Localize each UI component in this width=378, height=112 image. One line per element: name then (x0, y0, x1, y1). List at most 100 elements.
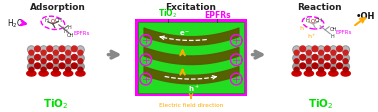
Circle shape (305, 46, 313, 54)
FancyBboxPatch shape (79, 68, 82, 71)
Circle shape (324, 55, 330, 61)
FancyBboxPatch shape (67, 68, 69, 71)
Circle shape (77, 55, 84, 62)
Circle shape (40, 63, 47, 71)
Text: EPFRs: EPFRs (74, 31, 90, 36)
Text: Excitation: Excitation (166, 3, 217, 12)
Circle shape (35, 63, 40, 69)
Circle shape (294, 51, 299, 56)
Ellipse shape (27, 71, 36, 76)
Circle shape (71, 63, 77, 69)
Circle shape (319, 59, 324, 64)
Ellipse shape (329, 71, 338, 76)
Circle shape (66, 68, 71, 72)
Text: O: O (51, 19, 55, 24)
Circle shape (312, 55, 318, 61)
Circle shape (343, 68, 348, 72)
Text: •OH: •OH (355, 12, 375, 21)
Circle shape (78, 51, 83, 56)
Ellipse shape (316, 71, 326, 76)
Circle shape (305, 63, 313, 71)
Ellipse shape (76, 71, 85, 76)
Circle shape (337, 47, 342, 52)
Circle shape (307, 59, 311, 64)
Circle shape (41, 59, 46, 64)
Text: Adsorption: Adsorption (30, 3, 86, 12)
Circle shape (342, 63, 349, 71)
FancyBboxPatch shape (55, 68, 57, 71)
Ellipse shape (51, 71, 60, 76)
Circle shape (28, 63, 35, 71)
Circle shape (294, 68, 299, 72)
Circle shape (300, 55, 305, 61)
FancyBboxPatch shape (296, 68, 298, 71)
Ellipse shape (39, 71, 48, 76)
Ellipse shape (64, 71, 73, 76)
FancyBboxPatch shape (135, 20, 246, 97)
Circle shape (343, 59, 348, 64)
FancyBboxPatch shape (320, 68, 322, 71)
Circle shape (77, 63, 84, 71)
Circle shape (307, 68, 311, 72)
Circle shape (319, 51, 324, 56)
Circle shape (342, 55, 349, 62)
Text: h$^+$: h$^+$ (188, 83, 200, 94)
Circle shape (337, 55, 342, 61)
Text: Reaction: Reaction (297, 3, 341, 12)
FancyBboxPatch shape (138, 23, 244, 94)
FancyBboxPatch shape (332, 68, 335, 71)
Ellipse shape (292, 71, 301, 76)
Circle shape (324, 63, 330, 69)
FancyBboxPatch shape (30, 68, 33, 71)
Text: H: H (68, 25, 72, 30)
Circle shape (53, 59, 58, 64)
Circle shape (343, 51, 348, 56)
Circle shape (29, 59, 34, 64)
Text: OH: OH (67, 33, 74, 38)
Circle shape (53, 51, 58, 56)
Circle shape (40, 46, 47, 54)
Text: h$^+$: h$^+$ (359, 16, 369, 25)
Circle shape (337, 63, 342, 69)
Ellipse shape (304, 71, 313, 76)
Text: e$^-$: e$^-$ (178, 29, 190, 38)
Circle shape (305, 55, 313, 62)
Circle shape (300, 63, 305, 69)
Circle shape (28, 46, 35, 54)
Circle shape (59, 47, 65, 52)
Circle shape (41, 68, 46, 72)
Text: OH: OH (55, 18, 63, 23)
Circle shape (71, 47, 77, 52)
Text: h$^+$: h$^+$ (307, 32, 317, 41)
Circle shape (293, 63, 301, 71)
Circle shape (53, 68, 58, 72)
Circle shape (307, 51, 311, 56)
Circle shape (300, 47, 305, 52)
Circle shape (59, 55, 65, 61)
Circle shape (71, 55, 77, 61)
Circle shape (342, 46, 349, 54)
Circle shape (330, 63, 337, 71)
Circle shape (331, 68, 336, 72)
Circle shape (331, 59, 336, 64)
Circle shape (35, 47, 40, 52)
Circle shape (52, 46, 60, 54)
Circle shape (293, 55, 301, 62)
Circle shape (294, 59, 299, 64)
Circle shape (52, 55, 60, 62)
Circle shape (28, 55, 35, 62)
Text: h$^+$: h$^+$ (299, 24, 309, 33)
FancyBboxPatch shape (344, 68, 347, 71)
Circle shape (78, 59, 83, 64)
Circle shape (64, 46, 72, 54)
Text: EPFRs: EPFRs (335, 30, 352, 35)
Circle shape (318, 46, 325, 54)
Circle shape (312, 63, 318, 69)
Circle shape (318, 55, 325, 62)
Text: H: H (305, 18, 309, 23)
Circle shape (47, 47, 53, 52)
Text: OH: OH (315, 18, 323, 23)
Circle shape (41, 51, 46, 56)
Text: H: H (330, 34, 334, 39)
Circle shape (318, 63, 325, 71)
